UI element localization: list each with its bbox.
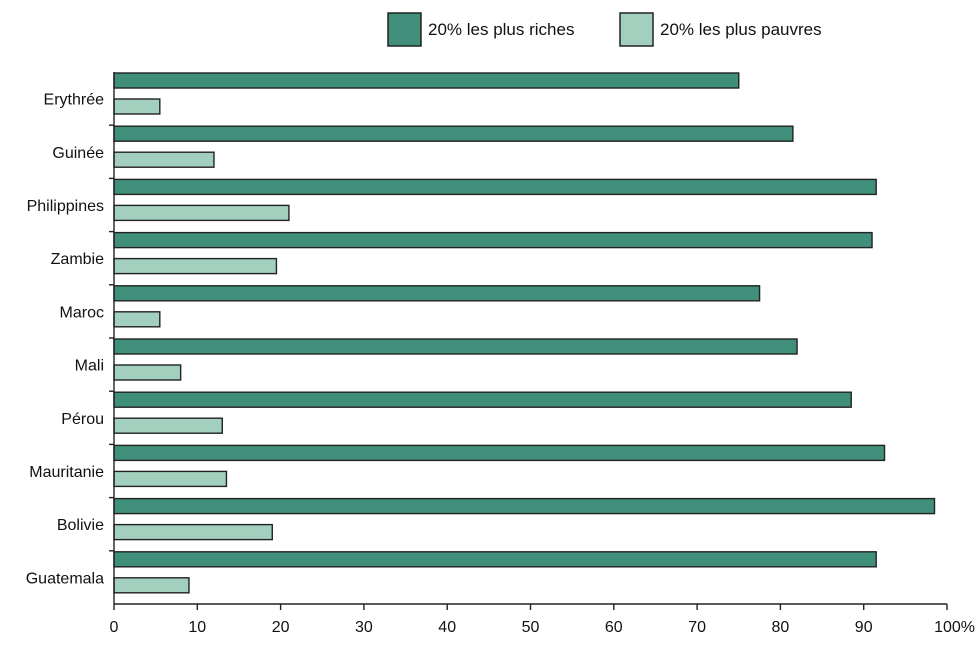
x-tick-label: 30 — [355, 619, 373, 636]
bar-pauvres — [113, 523, 273, 541]
legend-swatch-riches — [387, 12, 422, 47]
bar-pauvres — [113, 364, 182, 381]
x-tick-label: 70 — [688, 619, 706, 636]
x-tick-label: 60 — [605, 619, 623, 636]
bar-pauvres — [113, 98, 161, 115]
x-tick-label: 90 — [855, 619, 873, 636]
bar-pauvres — [113, 311, 161, 328]
bar-riches — [113, 497, 936, 515]
axes-layer: Erythrée Guinée Philippines Zambie Maroc Mali… — [26, 72, 975, 636]
x-tick-label: 100% — [934, 619, 975, 636]
bar-pauvres — [113, 577, 190, 594]
bar-riches — [113, 444, 886, 462]
bar-riches — [113, 391, 852, 408]
category-label: Mauritanie — [29, 464, 104, 481]
x-tick-label: 20 — [272, 619, 290, 636]
bar-pauvres — [113, 257, 278, 275]
x-tick-label: 40 — [438, 619, 456, 636]
category-label: Philippines — [27, 198, 104, 215]
bar-pauvres — [113, 204, 290, 222]
legend-label-pauvres: 20% les plus pauvres — [660, 20, 822, 39]
category-label: Mali — [75, 358, 104, 375]
x-tick-label: 0 — [110, 619, 119, 636]
bar-riches — [113, 231, 873, 249]
bar-pauvres — [113, 417, 223, 434]
x-tick-label: 10 — [188, 619, 206, 636]
bar-riches — [113, 285, 761, 302]
category-label: Bolivie — [57, 517, 104, 534]
bars-layer — [113, 72, 936, 594]
category-label: Guatemala — [26, 570, 104, 587]
bar-riches — [113, 72, 740, 89]
bar-pauvres — [113, 470, 228, 488]
bar-riches — [113, 178, 877, 196]
category-label: Zambie — [51, 251, 104, 268]
x-tick-label: 80 — [772, 619, 790, 636]
category-label: Erythrée — [44, 92, 105, 109]
category-label: Maroc — [60, 304, 104, 321]
category-label: Pérou — [61, 411, 104, 428]
bar-riches — [113, 125, 794, 142]
bar-riches — [113, 338, 798, 355]
bar-riches — [113, 551, 877, 568]
x-tick-label: 50 — [522, 619, 540, 636]
legend-swatch-pauvres — [619, 12, 654, 47]
legend: 20% les plus riches 20% les plus pauvres — [387, 12, 822, 47]
category-label: Guinée — [52, 145, 104, 162]
bar-pauvres — [113, 151, 215, 168]
legend-label-riches: 20% les plus riches — [428, 20, 574, 39]
